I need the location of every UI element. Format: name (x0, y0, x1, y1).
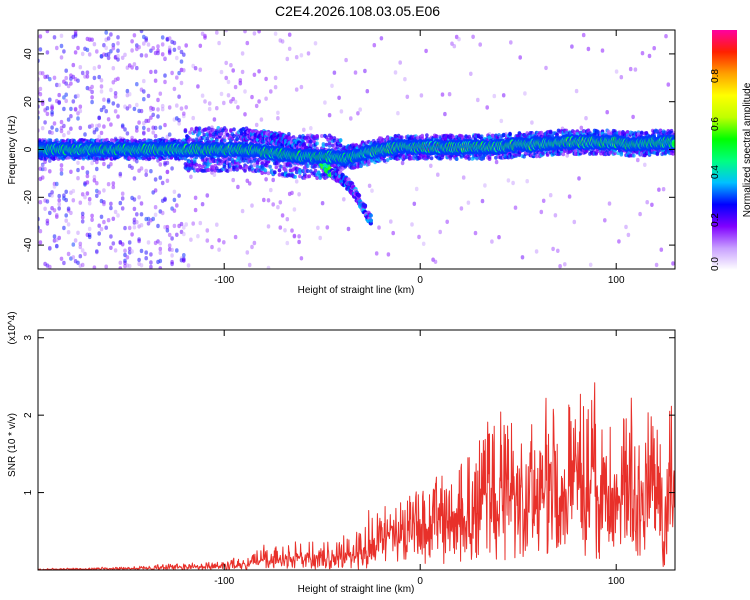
snr-xtick-label: -100 (214, 576, 234, 587)
snr-ytick-label: 2 (23, 412, 34, 418)
spectrogram-ytick-label: 40 (23, 48, 34, 60)
spectrogram-panel: -100 0 100 -40 -20 0 20 40 Height of straight … (7, 29, 676, 296)
colorbar-tick-label: 0.8 (710, 69, 721, 83)
snr-ytick-label: 1 (23, 489, 34, 495)
snr-series-line (38, 382, 675, 570)
colorbar-tick-label: 0.6 (710, 117, 721, 131)
snr-multiplier: (x10^4) (7, 311, 18, 344)
colorbar-tick-label: 0.2 (710, 213, 721, 227)
spectrogram-ytick-label: -40 (23, 237, 34, 252)
heatmap-ridge (38, 133, 675, 167)
snr-frame (37, 329, 676, 571)
spectrogram-xlabel: Height of straight line (km) (298, 285, 415, 296)
snr-ylabel: SNR (10 * v/v) (7, 413, 18, 477)
snr-ytick-label: 3 (23, 335, 34, 341)
spectrogram-xtick-label: 100 (608, 275, 625, 286)
snr-xtick-label: 100 (608, 576, 625, 587)
page-title: C2E4.2026.108.03.05.E06 (274, 3, 441, 19)
colorbar: 0.0 0.2 0.4 0.6 0.8 Normalized spectral ampl… (710, 30, 750, 271)
spectrogram-ytick-label: 0 (23, 146, 34, 152)
spectrogram-ylabel: Frequency (Hz) (7, 116, 18, 185)
spectrogram-xtick-label: -100 (214, 275, 234, 286)
colorbar-tick-label: 0.0 (710, 257, 721, 271)
spectrogram-ytick-label: 20 (23, 96, 34, 108)
spectrogram-xtick-label: 0 (417, 275, 423, 286)
spectrogram-ytick-label: -20 (23, 190, 34, 205)
colorbar-gradient (712, 30, 737, 270)
colorbar-tick-label: 0.4 (710, 165, 721, 179)
snr-panel: -100 0 100 1 2 3 Height of straight line (km… (7, 311, 676, 595)
snr-xlabel: Height of straight line (km) (298, 584, 415, 595)
snr-xtick-label: 0 (417, 576, 423, 587)
colorbar-label: Normalized spectral amplitude (742, 82, 750, 217)
